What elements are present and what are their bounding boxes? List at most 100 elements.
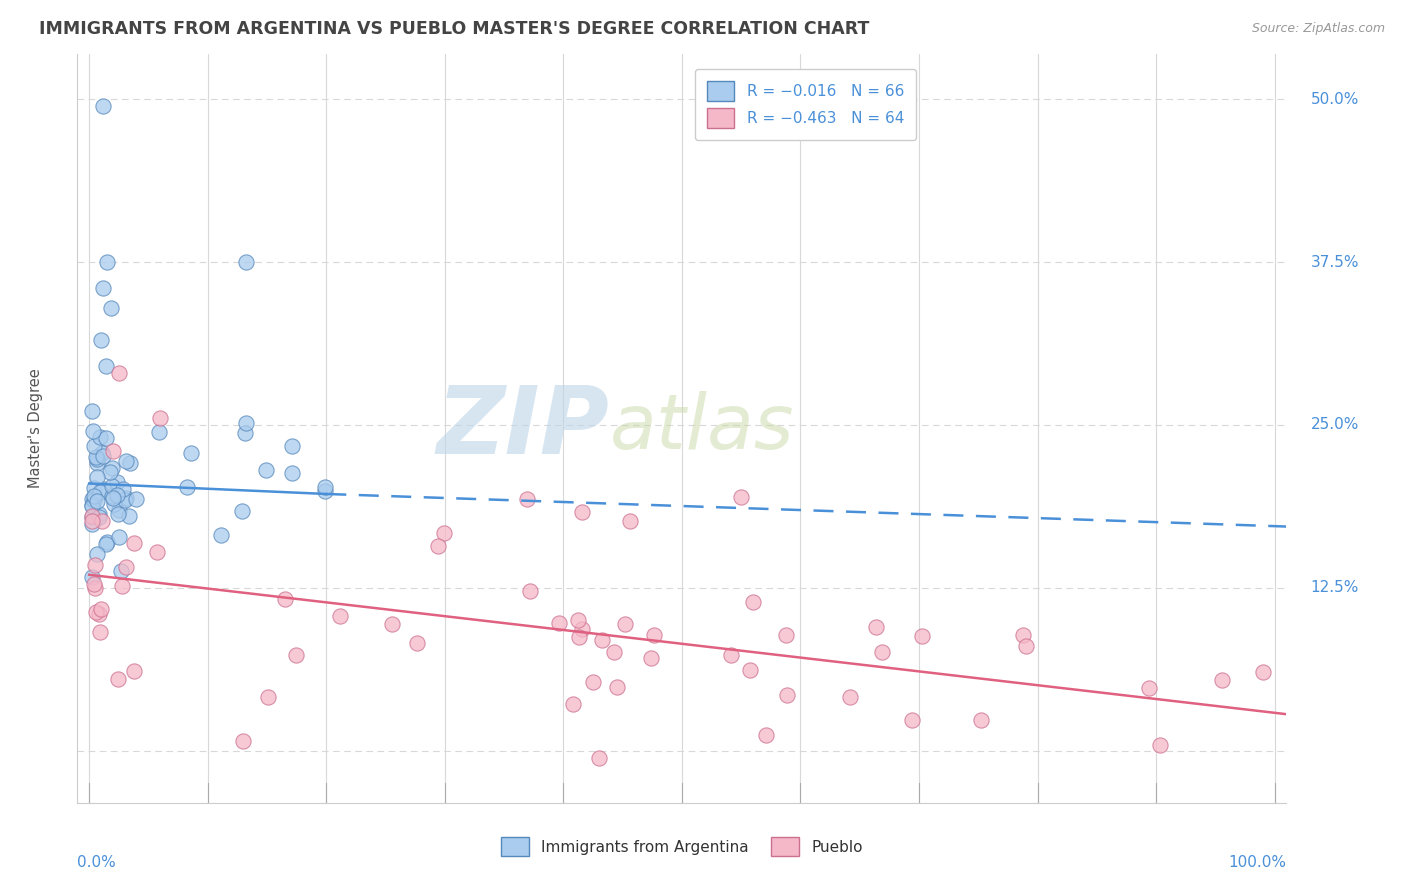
Point <box>80 403 103 417</box>
Point <box>970 713 993 727</box>
Point <box>105 475 128 489</box>
Point <box>605 680 627 694</box>
Point <box>381 616 404 631</box>
Point <box>775 628 797 642</box>
Point <box>107 531 129 545</box>
Text: 0.0%: 0.0% <box>77 855 117 871</box>
Text: 100.0%: 100.0% <box>1229 855 1286 871</box>
Point <box>865 620 887 634</box>
Point <box>738 663 761 677</box>
Point <box>314 483 336 498</box>
Point <box>83 481 105 495</box>
Point <box>588 751 610 765</box>
Point <box>911 629 934 643</box>
Point <box>87 507 110 521</box>
Point <box>562 697 585 711</box>
Point <box>901 713 924 727</box>
Text: Source: ZipAtlas.com: Source: ZipAtlas.com <box>1251 22 1385 36</box>
Text: Master's Degree: Master's Degree <box>28 368 42 488</box>
Point <box>149 411 172 425</box>
Text: 50.0%: 50.0% <box>1310 92 1360 107</box>
Point <box>89 509 111 524</box>
Point <box>180 446 202 460</box>
Point <box>89 607 111 621</box>
Point <box>1012 628 1035 642</box>
Point <box>776 688 799 702</box>
Point <box>1137 681 1160 695</box>
Point <box>516 491 538 506</box>
Point <box>1149 738 1171 752</box>
Point <box>118 509 141 524</box>
Point <box>114 493 136 508</box>
Point <box>254 463 277 477</box>
Point <box>571 505 593 519</box>
Text: 37.5%: 37.5% <box>1310 254 1360 269</box>
Point <box>91 446 114 460</box>
Point <box>80 499 103 513</box>
Point <box>89 624 111 639</box>
Point <box>83 493 105 508</box>
Point <box>91 482 114 496</box>
Point <box>96 536 118 550</box>
Text: atlas: atlas <box>609 392 794 465</box>
Point <box>82 425 104 439</box>
Point <box>1251 665 1274 680</box>
Legend: Immigrants from Argentina, Pueblo: Immigrants from Argentina, Pueblo <box>495 830 869 863</box>
Point <box>105 488 128 502</box>
Text: ZIP: ZIP <box>436 382 609 475</box>
Point <box>115 559 138 574</box>
Point <box>257 690 280 705</box>
Point <box>111 579 134 593</box>
Point <box>83 439 105 453</box>
Point <box>568 630 591 644</box>
Point <box>235 417 257 431</box>
Point <box>108 503 131 517</box>
Text: 12.5%: 12.5% <box>1310 581 1360 595</box>
Point <box>80 498 103 512</box>
Point <box>83 577 105 591</box>
Point <box>124 536 146 550</box>
Point <box>619 514 641 528</box>
Point <box>115 491 138 505</box>
Point <box>83 489 105 503</box>
Point <box>103 491 125 505</box>
Point <box>103 497 125 511</box>
Point <box>720 648 742 662</box>
Point <box>235 255 257 269</box>
Point <box>755 729 778 743</box>
Point <box>94 359 117 374</box>
Point <box>571 623 593 637</box>
Point <box>146 545 169 559</box>
Point <box>870 645 893 659</box>
Point <box>110 564 132 578</box>
Point <box>1015 639 1038 653</box>
Point <box>80 510 103 524</box>
Point <box>86 456 108 470</box>
Point <box>80 491 103 506</box>
Point <box>613 617 636 632</box>
Point <box>101 444 124 458</box>
Point <box>84 558 107 573</box>
Point <box>107 673 129 687</box>
Point <box>100 301 122 315</box>
Point <box>233 426 256 441</box>
Point <box>582 674 605 689</box>
Point <box>839 690 862 704</box>
Point <box>86 451 108 466</box>
Point <box>96 255 118 269</box>
Point <box>432 525 454 540</box>
Point <box>82 514 104 528</box>
Point <box>231 734 253 748</box>
Point <box>93 281 115 295</box>
Point <box>100 478 122 492</box>
Point <box>209 528 232 542</box>
Point <box>405 636 427 650</box>
Point <box>100 461 122 475</box>
Point <box>591 632 613 647</box>
Point <box>86 547 108 561</box>
Point <box>280 438 302 452</box>
Point <box>82 508 104 523</box>
Point <box>742 595 765 609</box>
Point <box>643 627 665 641</box>
Point <box>176 480 198 494</box>
